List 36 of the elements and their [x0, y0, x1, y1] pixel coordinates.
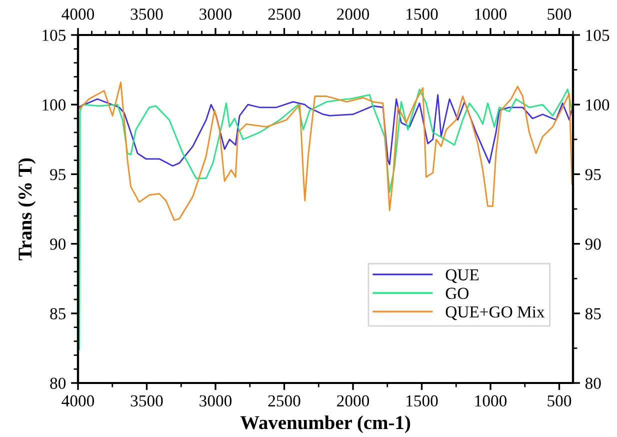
y2-tick-label: 100 — [586, 99, 610, 111]
x-tick-label: 500 — [548, 395, 572, 407]
x2-tick-label: 2500 — [268, 8, 300, 20]
y-tick-label: 105 — [42, 30, 66, 41]
y2-tick-label: 105 — [586, 30, 610, 41]
x-tick-label: 2500 — [268, 395, 300, 407]
y2-tick-label: 90 — [585, 238, 601, 250]
x-tick-label: 1500 — [406, 395, 438, 407]
x-tick-label: 3000 — [200, 395, 232, 407]
x-tick-label: 2000 — [337, 395, 370, 407]
x-tick-label: 3500 — [130, 395, 163, 407]
y-tick-label: 80 — [50, 378, 66, 389]
y2-tick-label: 80 — [585, 378, 601, 389]
x-axis-title: Wavenumber (cm-1) — [240, 415, 410, 434]
y-tick-label: 95 — [50, 168, 66, 180]
legend-label: GO — [446, 288, 469, 300]
x2-tick-label: 4000 — [62, 8, 94, 20]
x-tick-label: 4000 — [62, 395, 94, 407]
y-tick-label: 90 — [50, 238, 66, 250]
x2-tick-label: 1000 — [475, 8, 507, 20]
x-tick-label: 1000 — [475, 395, 507, 407]
line-series — [78, 94, 573, 167]
y2-tick-label: 95 — [585, 168, 601, 180]
x2-tick-label: 1500 — [406, 8, 438, 20]
x2-tick-label: 2000 — [337, 8, 370, 20]
line-series — [78, 82, 573, 221]
y-tick-label: 85 — [50, 308, 66, 320]
x2-tick-label: 3000 — [200, 8, 232, 20]
x2-tick-label: 3500 — [130, 8, 163, 20]
y-tick-label: 100 — [42, 99, 66, 111]
line-series — [78, 88, 573, 350]
x2-tick-label: 500 — [548, 8, 572, 20]
legend-label: QUE — [446, 269, 479, 283]
y2-tick-label: 85 — [585, 308, 601, 320]
legend-label: QUE+GO Mix — [446, 306, 545, 320]
y-axis-title: Trans (% T) — [18, 158, 36, 260]
